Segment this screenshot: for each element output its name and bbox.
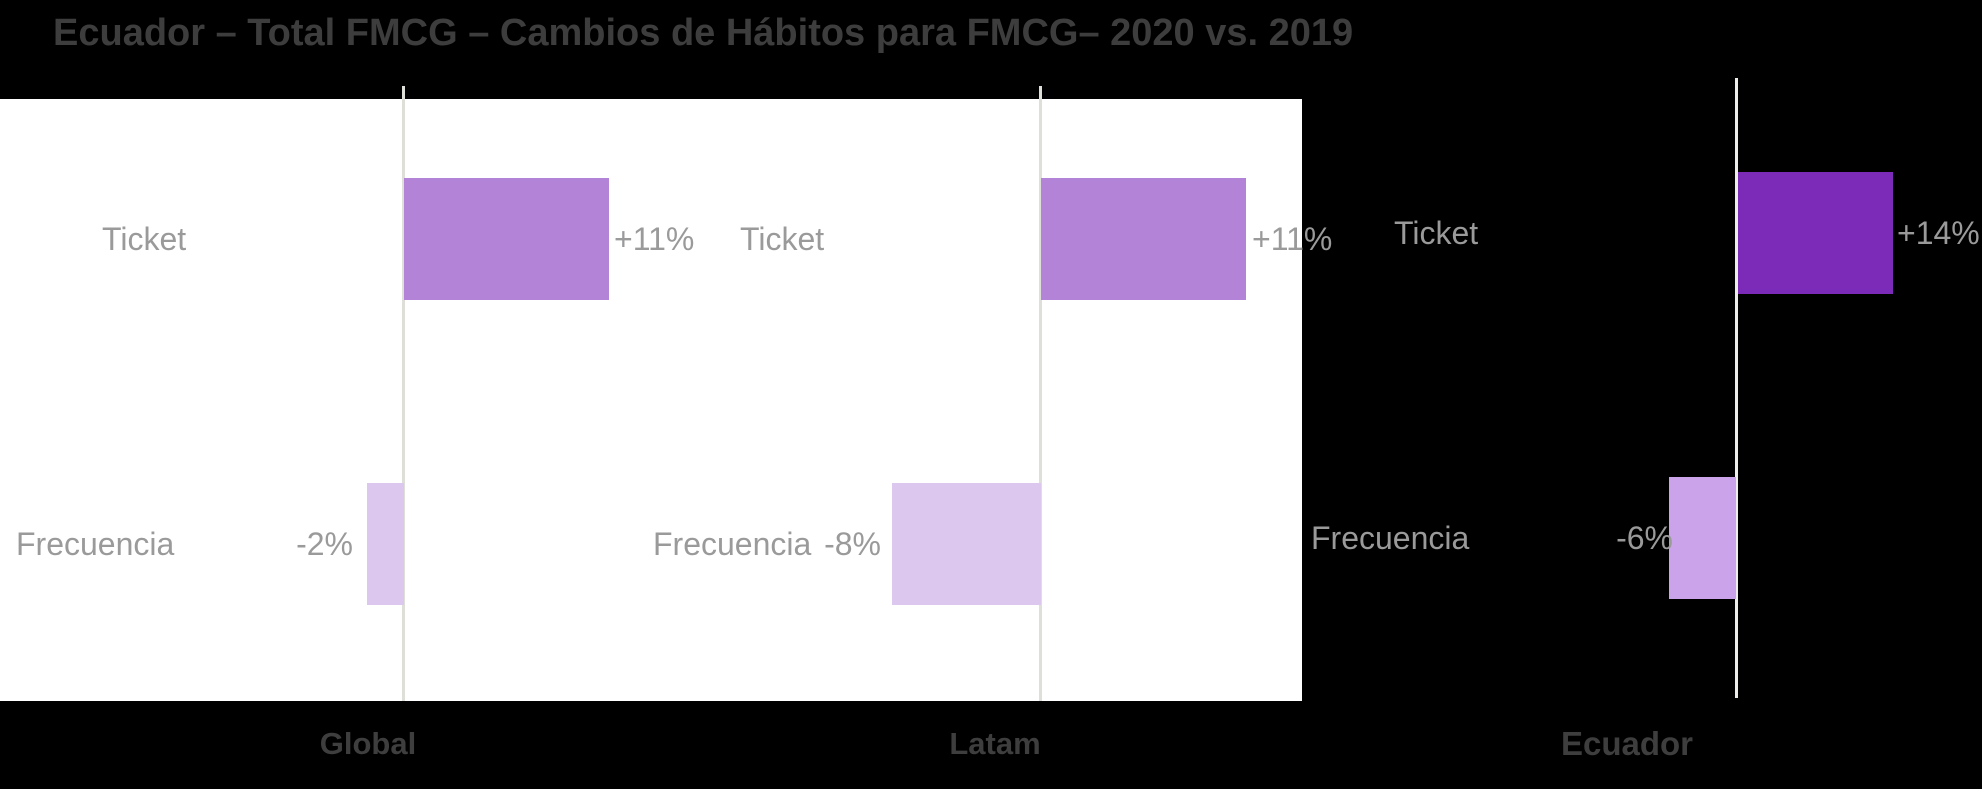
latam-ticket-label: Ticket (740, 221, 825, 257)
ecuador-ticket-label: Ticket (1394, 215, 1479, 251)
global-ticket-label: Ticket (102, 221, 187, 257)
latam-frecuencia-label: Frecuencia (653, 526, 812, 562)
ecuador-panel-title: Ecuador (1560, 725, 1694, 762)
latam-zero-axis-line (1039, 86, 1042, 701)
global-frecuencia-label: Frecuencia (16, 526, 175, 562)
latam-panel-title: Latam (949, 726, 1041, 761)
ecuador-zero-axis-line (1735, 78, 1738, 698)
latam-ticket-value: +11% (1252, 221, 1333, 257)
ecuador-frecuencia-bar (1669, 477, 1736, 599)
latam-frecuencia-bar (892, 483, 1041, 605)
ecuador-ticket-value: +14% (1897, 215, 1980, 251)
global-frecuencia-bar (367, 483, 404, 605)
global-ticket-value: +11% (614, 221, 695, 257)
latam-ticket-bar (1041, 178, 1246, 300)
latam-frecuencia-value: -8% (824, 526, 881, 562)
global-zero-axis-line (402, 86, 405, 701)
chart-title: Ecuador – Total FMCG – Cambios de Hábito… (53, 12, 1354, 54)
ecuador-frecuencia-value: -6% (1616, 520, 1673, 556)
ecuador-ticket-bar (1738, 172, 1893, 294)
global-frecuencia-value: -2% (296, 526, 353, 562)
global-ticket-bar (404, 178, 609, 300)
global-panel-title: Global (319, 726, 417, 761)
ecuador-frecuencia-label: Frecuencia (1311, 520, 1470, 556)
